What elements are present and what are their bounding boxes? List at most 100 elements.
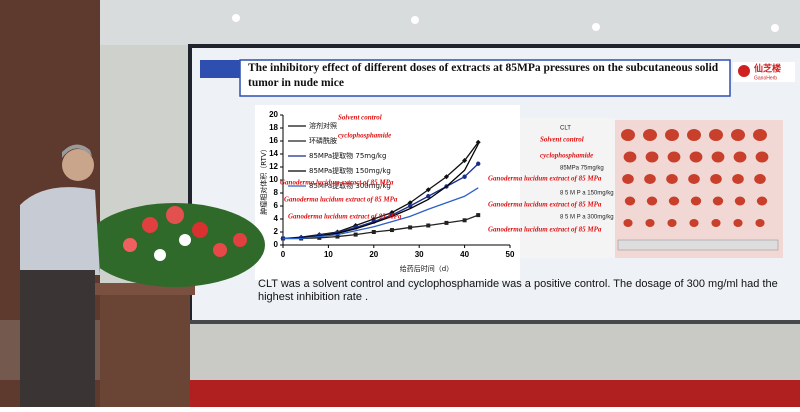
logo-en: GanoHerb: [754, 75, 777, 81]
tumor: [756, 196, 768, 206]
y-tick-label: 18: [269, 123, 278, 132]
ceiling: [100, 0, 800, 45]
chart: 0 2 4 6 8 10 12 14 16 18 20 0 10 20 30 40 50 给药后时间（d） 肿瘤相对…: [259, 110, 515, 273]
legend-label: 85MPa提取物 300mg/kg: [309, 181, 391, 190]
y-tick-label: 16: [269, 136, 278, 145]
tumor: [665, 129, 679, 141]
photo-labels: CLT 85MPa 75mg/kg 8 5 M P a 150mg/kg 8 5 M …: [488, 126, 614, 234]
ceiling-light: [232, 14, 240, 22]
tumor: [668, 196, 680, 206]
series-line: [283, 187, 479, 240]
point: [407, 200, 413, 206]
tumor: [621, 129, 635, 141]
point: [475, 139, 481, 145]
tumor: [711, 219, 721, 227]
point: [335, 234, 340, 239]
x-tick-label: 30: [415, 250, 424, 259]
tumor: [709, 129, 723, 141]
point: [407, 203, 413, 209]
point: [389, 228, 394, 233]
photo-overlay-label: Ganoderma lucidum extract of 85 MPa: [488, 201, 602, 209]
tumor: [645, 151, 659, 163]
tumor: [687, 129, 701, 141]
tumor: [623, 219, 633, 227]
tumor: [667, 219, 677, 227]
tumor: [690, 196, 702, 206]
legend-label: 环磷酰胺: [309, 136, 337, 145]
title-box: [239, 59, 731, 97]
photo-overlay-label: Solvent control: [540, 136, 584, 144]
ceiling-light: [592, 23, 600, 31]
tumor: [646, 196, 658, 206]
tumor: [733, 151, 747, 163]
tumor: [710, 174, 722, 184]
point: [443, 174, 449, 180]
point: [426, 194, 431, 199]
tumor: [732, 174, 744, 184]
x-tick-label: 10: [324, 250, 333, 259]
point: [444, 220, 449, 225]
overlay-label: cyclophosphamide: [338, 132, 391, 140]
podium: [100, 290, 190, 407]
x-tick-label: 20: [369, 250, 378, 259]
overlay-label: Ganoderma lucidum extract of 85 MPa: [280, 179, 394, 187]
overlay-label: Ganoderma lucidum extract of 85 MPa: [288, 213, 402, 221]
legend-label: 85MPa提取物 75mg/kg: [309, 151, 386, 160]
y-tick-label: 8: [274, 188, 279, 197]
tumor: [753, 129, 767, 141]
group-label: 8 5 M P a 150mg/kg: [560, 191, 614, 197]
y-tick-label: 20: [269, 110, 278, 119]
logo-box: [733, 62, 795, 82]
tumor: [689, 219, 699, 227]
tumor: [754, 174, 766, 184]
point: [426, 223, 431, 228]
menu-icon: [200, 60, 240, 78]
chart-panel: [255, 105, 520, 280]
tumor: [624, 196, 636, 206]
y-tick-label: 14: [269, 149, 278, 158]
x-axis-label: 给药后时间（d）: [400, 264, 453, 273]
tumor: [688, 174, 700, 184]
overlay-label: Ganoderma lucidum extract of 85 MPa: [284, 196, 398, 204]
point: [476, 161, 481, 166]
logo-icon: [738, 65, 750, 77]
y-tick-label: 4: [274, 214, 279, 223]
tumor: [712, 196, 724, 206]
y-tick-label: 2: [274, 227, 279, 236]
point: [317, 235, 322, 240]
x-tick-label: 0: [281, 250, 286, 259]
tumor: [731, 129, 745, 141]
tumor: [733, 219, 743, 227]
overlay-label: Solvent control: [338, 114, 382, 122]
y-tick-label: 12: [269, 162, 278, 171]
tumor: [623, 151, 637, 163]
y-axis-label: 肿瘤相对体积（RTV）: [259, 145, 268, 214]
tumor: [645, 219, 655, 227]
series-line: [283, 214, 479, 240]
tumor: [734, 196, 746, 206]
photo-labels-panel: [520, 118, 615, 258]
point: [462, 158, 468, 163]
caption: CLT was a solvent control and cyclophosp…: [258, 278, 778, 303]
tumor: [643, 129, 657, 141]
tumor: [711, 151, 725, 163]
legend-label: 溶剂对照: [309, 121, 337, 130]
ceiling-light: [411, 16, 419, 24]
speaker: [20, 144, 100, 407]
tumor: [622, 174, 634, 184]
point: [425, 187, 431, 193]
point: [353, 232, 358, 237]
flowers: [85, 203, 265, 287]
tumor: [667, 151, 681, 163]
logo-cn: 仙芝楼: [754, 63, 781, 75]
photo-overlay-label: Ganoderma lucidum extract of 85 MPa: [488, 175, 602, 183]
photo-overlay-label: cyclophosphamide: [540, 152, 593, 160]
point: [462, 174, 467, 179]
y-tick-label: 0: [274, 240, 279, 249]
point: [371, 230, 376, 234]
caption-wrap: CLT was a solvent control and cyclophosp…: [258, 278, 778, 303]
group-label: 8 5 M P a 300mg/kg: [560, 215, 614, 221]
carpet: [100, 380, 800, 407]
group-label: CLT: [560, 126, 571, 132]
legend-label: 85MPa提取物 150mg/kg: [309, 166, 391, 175]
